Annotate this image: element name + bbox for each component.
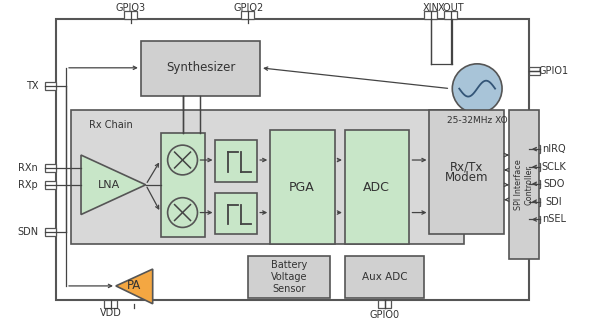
Text: GPIO2: GPIO2 bbox=[233, 3, 263, 13]
Text: SDO: SDO bbox=[543, 179, 565, 189]
Text: Synthesizer: Synthesizer bbox=[166, 61, 235, 74]
Bar bbox=[215, 193, 257, 234]
Bar bbox=[45, 82, 56, 89]
Text: PA: PA bbox=[127, 279, 141, 292]
Text: RXp: RXp bbox=[19, 180, 38, 190]
Text: VDD: VDD bbox=[100, 308, 122, 318]
Bar bbox=[248, 256, 330, 298]
Text: SCLK: SCLK bbox=[541, 162, 566, 172]
Text: Battery
Voltage
Sensor: Battery Voltage Sensor bbox=[271, 260, 307, 294]
Bar bbox=[45, 164, 56, 172]
Bar bbox=[270, 130, 335, 244]
Circle shape bbox=[167, 198, 197, 227]
Bar bbox=[71, 110, 464, 244]
Polygon shape bbox=[81, 155, 146, 214]
Text: RXn: RXn bbox=[19, 163, 38, 173]
Text: Aux ADC: Aux ADC bbox=[362, 272, 407, 282]
Text: PGA: PGA bbox=[289, 181, 315, 194]
Text: XIN: XIN bbox=[423, 3, 440, 13]
Bar bbox=[345, 130, 409, 244]
Bar bbox=[141, 41, 260, 96]
Bar bbox=[529, 198, 540, 206]
Bar bbox=[124, 11, 137, 19]
Text: SPI Interface
Controller: SPI Interface Controller bbox=[514, 160, 533, 210]
Bar bbox=[529, 145, 540, 153]
Polygon shape bbox=[116, 269, 152, 304]
Bar bbox=[45, 228, 56, 236]
Bar bbox=[104, 300, 117, 308]
Text: Rx/Tx: Rx/Tx bbox=[449, 161, 483, 173]
Text: SDN: SDN bbox=[17, 227, 38, 237]
Bar bbox=[56, 19, 529, 300]
Circle shape bbox=[167, 145, 197, 175]
Text: GPIO3: GPIO3 bbox=[116, 3, 146, 13]
Text: nSEL: nSEL bbox=[542, 214, 566, 224]
Text: SDI: SDI bbox=[545, 197, 562, 207]
Text: Rx Chain: Rx Chain bbox=[89, 120, 133, 130]
Bar bbox=[445, 11, 457, 19]
Text: LNA: LNA bbox=[98, 180, 120, 190]
Bar bbox=[241, 11, 254, 19]
Bar bbox=[377, 300, 391, 308]
Text: GPIO0: GPIO0 bbox=[370, 310, 400, 320]
Text: TX: TX bbox=[26, 81, 38, 91]
Bar bbox=[215, 140, 257, 182]
Bar bbox=[529, 180, 540, 188]
Bar bbox=[424, 11, 437, 19]
Bar bbox=[161, 133, 205, 237]
Bar bbox=[529, 67, 540, 75]
Bar bbox=[529, 163, 540, 171]
Bar bbox=[430, 110, 504, 234]
Text: GPIO1: GPIO1 bbox=[539, 66, 569, 76]
Bar bbox=[345, 256, 424, 298]
Text: ADC: ADC bbox=[363, 181, 390, 194]
Bar bbox=[45, 181, 56, 189]
Bar bbox=[509, 110, 539, 259]
Text: nIRQ: nIRQ bbox=[542, 144, 566, 154]
Text: XOUT: XOUT bbox=[438, 3, 464, 13]
Circle shape bbox=[452, 64, 502, 113]
Bar bbox=[529, 215, 540, 224]
Text: Modem: Modem bbox=[445, 172, 488, 184]
Text: 25-32MHz XO: 25-32MHz XO bbox=[447, 116, 508, 125]
